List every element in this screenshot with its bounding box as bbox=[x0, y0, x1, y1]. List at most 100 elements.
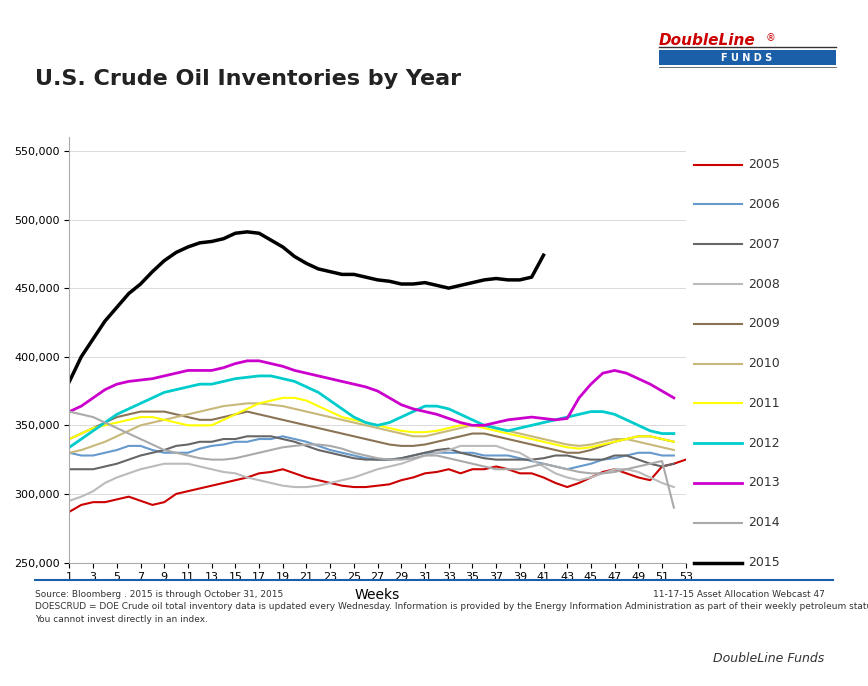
2006 bbox=[230, 438, 240, 446]
2012 bbox=[420, 402, 431, 410]
2009 bbox=[230, 410, 240, 418]
2012 bbox=[456, 410, 466, 418]
2015 bbox=[420, 279, 431, 287]
2006 bbox=[456, 449, 466, 457]
2014 bbox=[456, 457, 466, 465]
2005 bbox=[538, 473, 549, 482]
2012 bbox=[230, 375, 240, 383]
2010 bbox=[431, 429, 442, 438]
2008 bbox=[538, 462, 549, 471]
Line: 2007: 2007 bbox=[69, 436, 674, 469]
2015 bbox=[538, 251, 549, 259]
2008 bbox=[431, 449, 442, 457]
2011 bbox=[64, 435, 75, 443]
2009 bbox=[420, 440, 431, 449]
Line: 2010: 2010 bbox=[69, 403, 674, 453]
2006 bbox=[538, 460, 549, 468]
2005 bbox=[431, 468, 442, 476]
2011 bbox=[230, 410, 240, 418]
2009 bbox=[431, 438, 442, 446]
2014 bbox=[538, 460, 549, 468]
Line: 2008: 2008 bbox=[69, 446, 674, 501]
Text: 2015: 2015 bbox=[748, 556, 780, 569]
2009 bbox=[456, 432, 466, 440]
Text: 2005: 2005 bbox=[748, 158, 780, 171]
2009 bbox=[538, 443, 549, 451]
2013 bbox=[456, 418, 466, 427]
Text: Source: Bloomberg . 2015 is through October 31, 2015
DOESCRUD = DOE Crude oil to: Source: Bloomberg . 2015 is through Octo… bbox=[35, 590, 868, 624]
Text: U.S. Crude Oil Inventories by Year: U.S. Crude Oil Inventories by Year bbox=[35, 69, 461, 88]
2006 bbox=[64, 449, 75, 457]
Text: 2014: 2014 bbox=[748, 517, 779, 529]
2007 bbox=[609, 451, 620, 460]
2005 bbox=[681, 456, 691, 464]
2015 bbox=[456, 281, 466, 289]
Text: DoubleLine: DoubleLine bbox=[659, 33, 756, 48]
2013 bbox=[538, 414, 549, 423]
Line: 2013: 2013 bbox=[69, 361, 674, 425]
2007 bbox=[456, 449, 466, 457]
Line: 2005: 2005 bbox=[69, 460, 686, 512]
2010 bbox=[609, 435, 620, 443]
2007 bbox=[431, 446, 442, 454]
2010 bbox=[538, 435, 549, 443]
2010 bbox=[230, 401, 240, 409]
2013 bbox=[431, 410, 442, 418]
Line: 2014: 2014 bbox=[69, 412, 674, 508]
2013 bbox=[230, 359, 240, 368]
X-axis label: Weeks: Weeks bbox=[355, 588, 400, 602]
Text: ®: ® bbox=[766, 33, 775, 43]
2007 bbox=[64, 465, 75, 473]
Text: 2008: 2008 bbox=[748, 278, 780, 290]
2012 bbox=[609, 410, 620, 418]
Text: 2007: 2007 bbox=[748, 238, 780, 250]
2008 bbox=[64, 497, 75, 505]
2007 bbox=[538, 454, 549, 462]
2006 bbox=[431, 449, 442, 457]
2010 bbox=[456, 424, 466, 432]
Text: 2012: 2012 bbox=[748, 437, 779, 449]
Line: 2011: 2011 bbox=[69, 398, 674, 449]
Text: DoubleLine Funds: DoubleLine Funds bbox=[713, 652, 825, 665]
2005 bbox=[230, 476, 240, 484]
Text: 2013: 2013 bbox=[748, 477, 779, 489]
2005 bbox=[609, 465, 620, 473]
2011 bbox=[456, 421, 466, 429]
2013 bbox=[420, 407, 431, 416]
2015 bbox=[230, 229, 240, 237]
2008 bbox=[420, 451, 431, 460]
Text: 2006: 2006 bbox=[748, 198, 780, 211]
2014 bbox=[230, 454, 240, 462]
2005 bbox=[420, 469, 431, 477]
Line: 2015: 2015 bbox=[69, 232, 543, 381]
2012 bbox=[64, 443, 75, 451]
2013 bbox=[609, 366, 620, 375]
Text: F U N D S: F U N D S bbox=[720, 53, 773, 62]
2008 bbox=[230, 469, 240, 477]
2014 bbox=[609, 468, 620, 476]
2012 bbox=[538, 418, 549, 427]
2015 bbox=[431, 281, 442, 289]
2014 bbox=[64, 407, 75, 416]
Line: 2012: 2012 bbox=[69, 376, 674, 447]
2010 bbox=[420, 432, 431, 440]
Line: 2006: 2006 bbox=[69, 436, 674, 469]
2012 bbox=[431, 402, 442, 410]
2008 bbox=[456, 442, 466, 450]
Text: 2011: 2011 bbox=[748, 397, 779, 410]
2005 bbox=[64, 508, 75, 516]
2009 bbox=[64, 435, 75, 443]
2011 bbox=[431, 427, 442, 435]
2010 bbox=[64, 449, 75, 457]
2006 bbox=[420, 449, 431, 457]
2007 bbox=[420, 449, 431, 457]
2007 bbox=[230, 435, 240, 443]
2015 bbox=[64, 377, 75, 386]
2005 bbox=[456, 469, 466, 477]
2006 bbox=[609, 454, 620, 462]
Text: 11-17-15 Asset Allocation Webcast 47: 11-17-15 Asset Allocation Webcast 47 bbox=[653, 590, 825, 599]
2009 bbox=[609, 438, 620, 446]
2011 bbox=[538, 438, 549, 446]
2013 bbox=[64, 407, 75, 416]
2008 bbox=[609, 465, 620, 473]
